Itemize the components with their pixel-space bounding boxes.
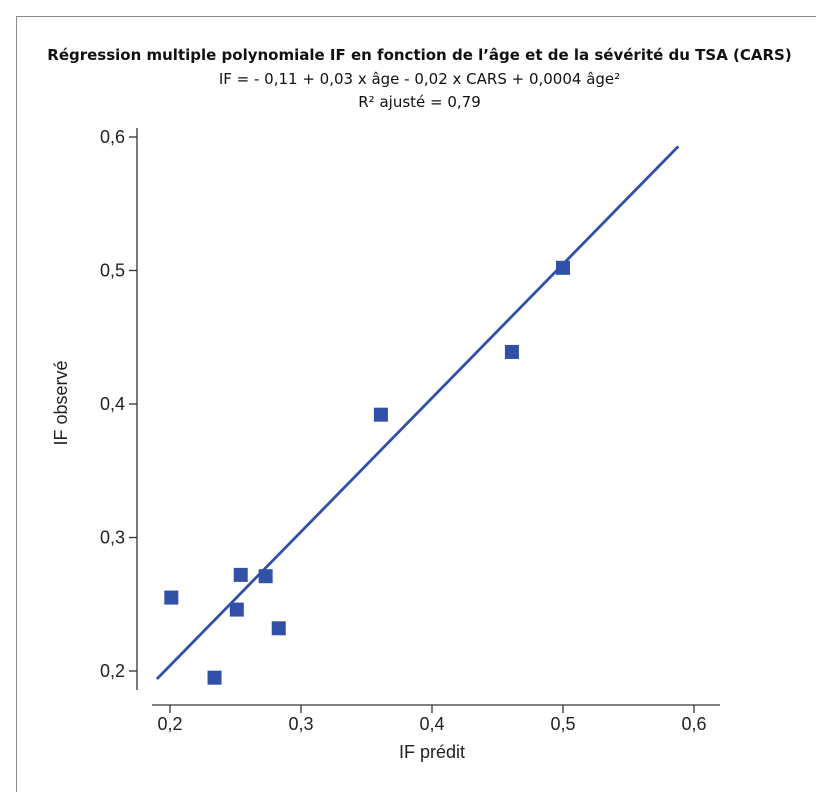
x-tick-label: 0,4	[419, 714, 444, 734]
figure-frame	[16, 16, 816, 792]
x-axis-label: IF prédit	[399, 742, 465, 762]
chart-equation: IF = - 0,11 + 0,03 x âge - 0,02 x CARS +…	[218, 70, 621, 88]
data-point	[229, 602, 244, 617]
data-point	[164, 590, 179, 605]
regression-line	[155, 145, 680, 680]
chart-r-squared: R² ajusté = 0,79	[358, 93, 481, 111]
data-point	[271, 621, 286, 636]
x-tick-label: 0,5	[550, 714, 575, 734]
data-point	[233, 567, 248, 582]
data-point	[556, 260, 570, 275]
data-point	[373, 407, 388, 422]
y-tick-label: 0,5	[100, 261, 125, 281]
x-tick-label: 0,3	[288, 714, 313, 734]
y-tick-label: 0,6	[100, 127, 125, 147]
data-point	[504, 344, 519, 359]
data-points	[164, 260, 570, 685]
y-axis-label: IF observé	[51, 360, 71, 445]
data-point	[258, 569, 273, 584]
y-tick-label: 0,2	[100, 661, 125, 681]
axes: 0,2 0,3 0,4 0,5 0,6 0,2 0,3 0,4 0,5 0,6	[100, 127, 720, 734]
y-tick-label: 0,3	[100, 528, 125, 548]
x-tick-label: 0,2	[157, 714, 182, 734]
regression-line-group	[155, 145, 680, 680]
data-point	[207, 670, 222, 685]
y-tick-label: 0,4	[100, 394, 125, 414]
x-tick-label: 0,6	[681, 714, 706, 734]
chart-title: Régression multiple polynomiale IF en fo…	[47, 46, 792, 64]
